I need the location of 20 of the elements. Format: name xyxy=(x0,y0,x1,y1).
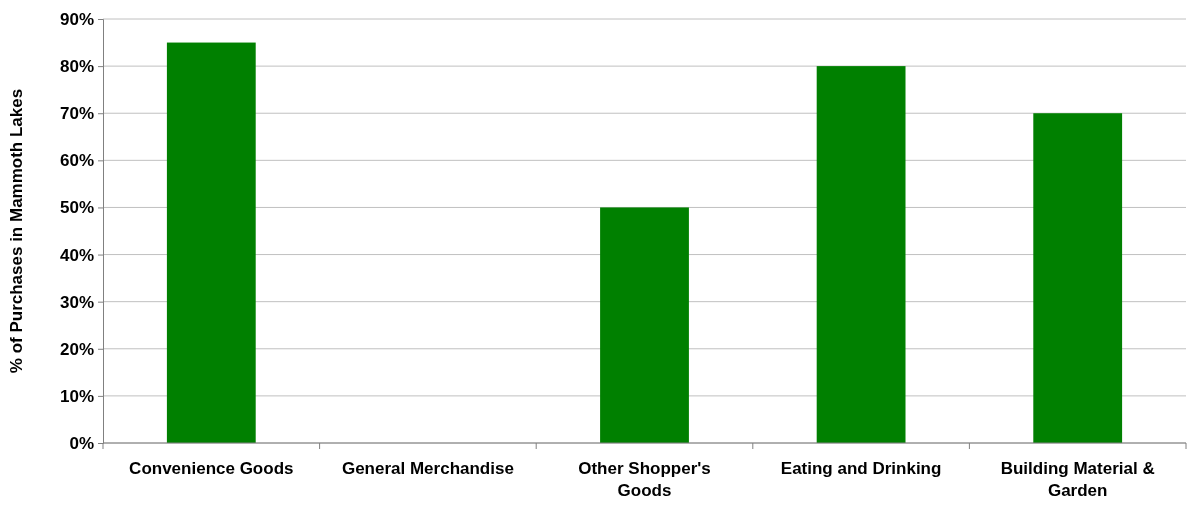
y-tick-label: 50% xyxy=(59,198,94,218)
y-tick-label: 20% xyxy=(59,339,94,359)
y-axis-title: % of Purchases in Mammoth Lakes xyxy=(7,88,26,374)
y-tick-label: 70% xyxy=(59,104,94,124)
y-tick-label: 60% xyxy=(59,151,94,171)
y-tick-label: 40% xyxy=(59,245,94,265)
y-tick-label: 30% xyxy=(59,292,94,312)
y-tick-label: 10% xyxy=(59,386,94,406)
bar xyxy=(1033,113,1123,443)
bar xyxy=(816,66,906,443)
y-tick-label: 0% xyxy=(69,433,94,453)
x-tick-label: Building Material & Garden xyxy=(1000,459,1155,500)
y-tick-label: 90% xyxy=(59,9,94,29)
y-tick-label: 80% xyxy=(59,57,94,77)
x-tick-label: Other Shopper's Goods xyxy=(578,459,711,500)
x-tick-label: General Merchandise xyxy=(341,459,514,478)
x-tick-label: Eating and Drinking xyxy=(780,459,942,478)
bar xyxy=(600,207,689,443)
bar xyxy=(166,42,256,443)
x-tick-label: Convenience Goods xyxy=(129,459,294,478)
